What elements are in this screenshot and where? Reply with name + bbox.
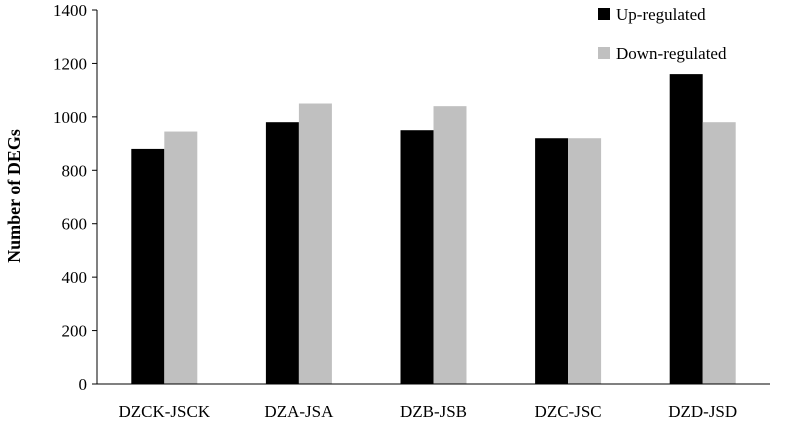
bar-up-1 [265,122,299,384]
bar-down-3 [568,138,602,384]
x-tick-label: DZCK-JSCK [118,402,210,421]
bar-down-1 [298,103,332,384]
y-tick-label: 800 [62,161,88,180]
axes [96,10,770,385]
legend: Up-regulated Down-regulated [598,5,727,63]
x-tick-label: DZC-JSC [535,402,602,421]
y-axis-ticks: 0 200 400 600 800 1000 1200 1400 [53,1,97,394]
x-tick-label: DZD-JSD [668,402,737,421]
legend-label-1: Down-regulated [616,44,727,63]
y-tick-label: 1200 [53,54,87,73]
x-tick-label: DZB-JSB [400,402,467,421]
y-tick-label: 1000 [53,108,87,127]
y-tick-label: 200 [62,322,88,341]
y-tick-label: 0 [79,375,88,394]
y-tick-label: 1400 [53,1,87,20]
bar-up-4 [669,74,703,384]
bars [131,74,736,385]
bar-down-4 [702,122,736,384]
legend-swatch-1 [598,47,610,59]
legend-swatch-0 [598,8,610,20]
x-axis-labels: DZCK-JSCK DZA-JSA DZB-JSB DZC-JSC DZD-JSD [118,402,737,421]
y-axis-title: Number of DEGs [4,129,24,263]
y-tick-label: 400 [62,268,88,287]
x-tick-label: DZA-JSA [264,402,334,421]
bar-up-0 [131,148,165,384]
bar-up-3 [535,138,569,384]
bar-down-0 [164,131,198,384]
legend-label-0: Up-regulated [616,5,706,24]
y-tick-label: 600 [62,215,88,234]
bar-down-2 [433,106,467,385]
bar-up-2 [400,130,434,384]
